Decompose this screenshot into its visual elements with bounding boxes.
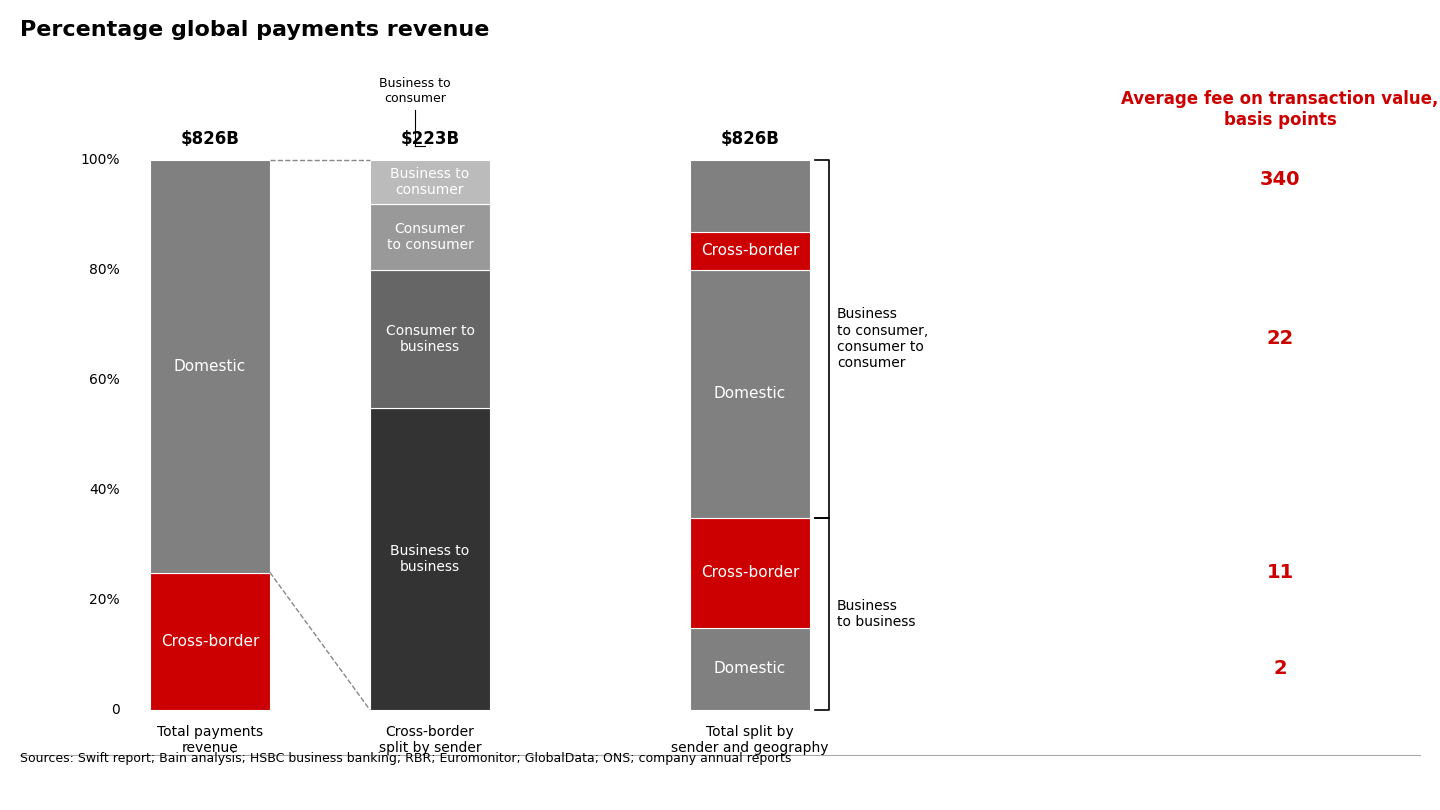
Text: Consumer
to consumer: Consumer to consumer	[386, 222, 474, 252]
Text: $826B: $826B	[720, 130, 779, 148]
Text: Cross-border
split by sender: Cross-border split by sender	[379, 725, 481, 755]
Text: Domestic: Domestic	[714, 386, 786, 401]
Text: Total payments
revenue: Total payments revenue	[157, 725, 264, 755]
Text: 22: 22	[1266, 329, 1293, 348]
Bar	[150, 160, 271, 573]
Text: Cross-border: Cross-border	[701, 243, 799, 258]
Text: 11: 11	[1266, 563, 1293, 582]
Text: $826B: $826B	[180, 130, 239, 148]
Bar	[690, 518, 809, 628]
Text: Average fee on transaction value,
basis points: Average fee on transaction value, basis …	[1122, 90, 1439, 129]
Text: 340: 340	[1260, 170, 1300, 189]
Bar	[150, 573, 271, 710]
Bar	[690, 160, 809, 232]
Bar	[370, 270, 490, 407]
Text: 0: 0	[111, 703, 120, 717]
Bar	[370, 160, 490, 204]
Text: Business to
consumer: Business to consumer	[379, 77, 451, 105]
Text: Total split by
sender and geography: Total split by sender and geography	[671, 725, 829, 755]
Bar	[370, 407, 490, 710]
Text: $223B: $223B	[400, 130, 459, 148]
Text: 100%: 100%	[81, 153, 120, 167]
Text: Sources: Swift report; Bain analysis; HSBC business banking; RBR; Euromonitor; G: Sources: Swift report; Bain analysis; HS…	[20, 752, 792, 765]
Text: Domestic: Domestic	[174, 359, 246, 373]
Text: Consumer to
business: Consumer to business	[386, 324, 475, 354]
Text: Business
to business: Business to business	[837, 599, 916, 629]
Text: 40%: 40%	[89, 483, 120, 497]
Bar	[690, 270, 809, 518]
Text: 20%: 20%	[89, 593, 120, 607]
Bar	[690, 232, 809, 270]
Text: Percentage global payments revenue: Percentage global payments revenue	[20, 20, 490, 40]
Text: Domestic: Domestic	[714, 661, 786, 676]
Text: 80%: 80%	[89, 263, 120, 277]
Text: Cross-border: Cross-border	[161, 633, 259, 649]
Bar	[690, 628, 809, 710]
Text: Cross-border: Cross-border	[701, 565, 799, 580]
Text: Business to
consumer: Business to consumer	[390, 167, 469, 197]
Bar	[370, 204, 490, 270]
Text: 2: 2	[1273, 659, 1287, 678]
Text: Business to
business: Business to business	[390, 544, 469, 573]
Text: 60%: 60%	[89, 373, 120, 387]
Text: Business
to consumer,
consumer to
consumer: Business to consumer, consumer to consum…	[837, 308, 929, 370]
